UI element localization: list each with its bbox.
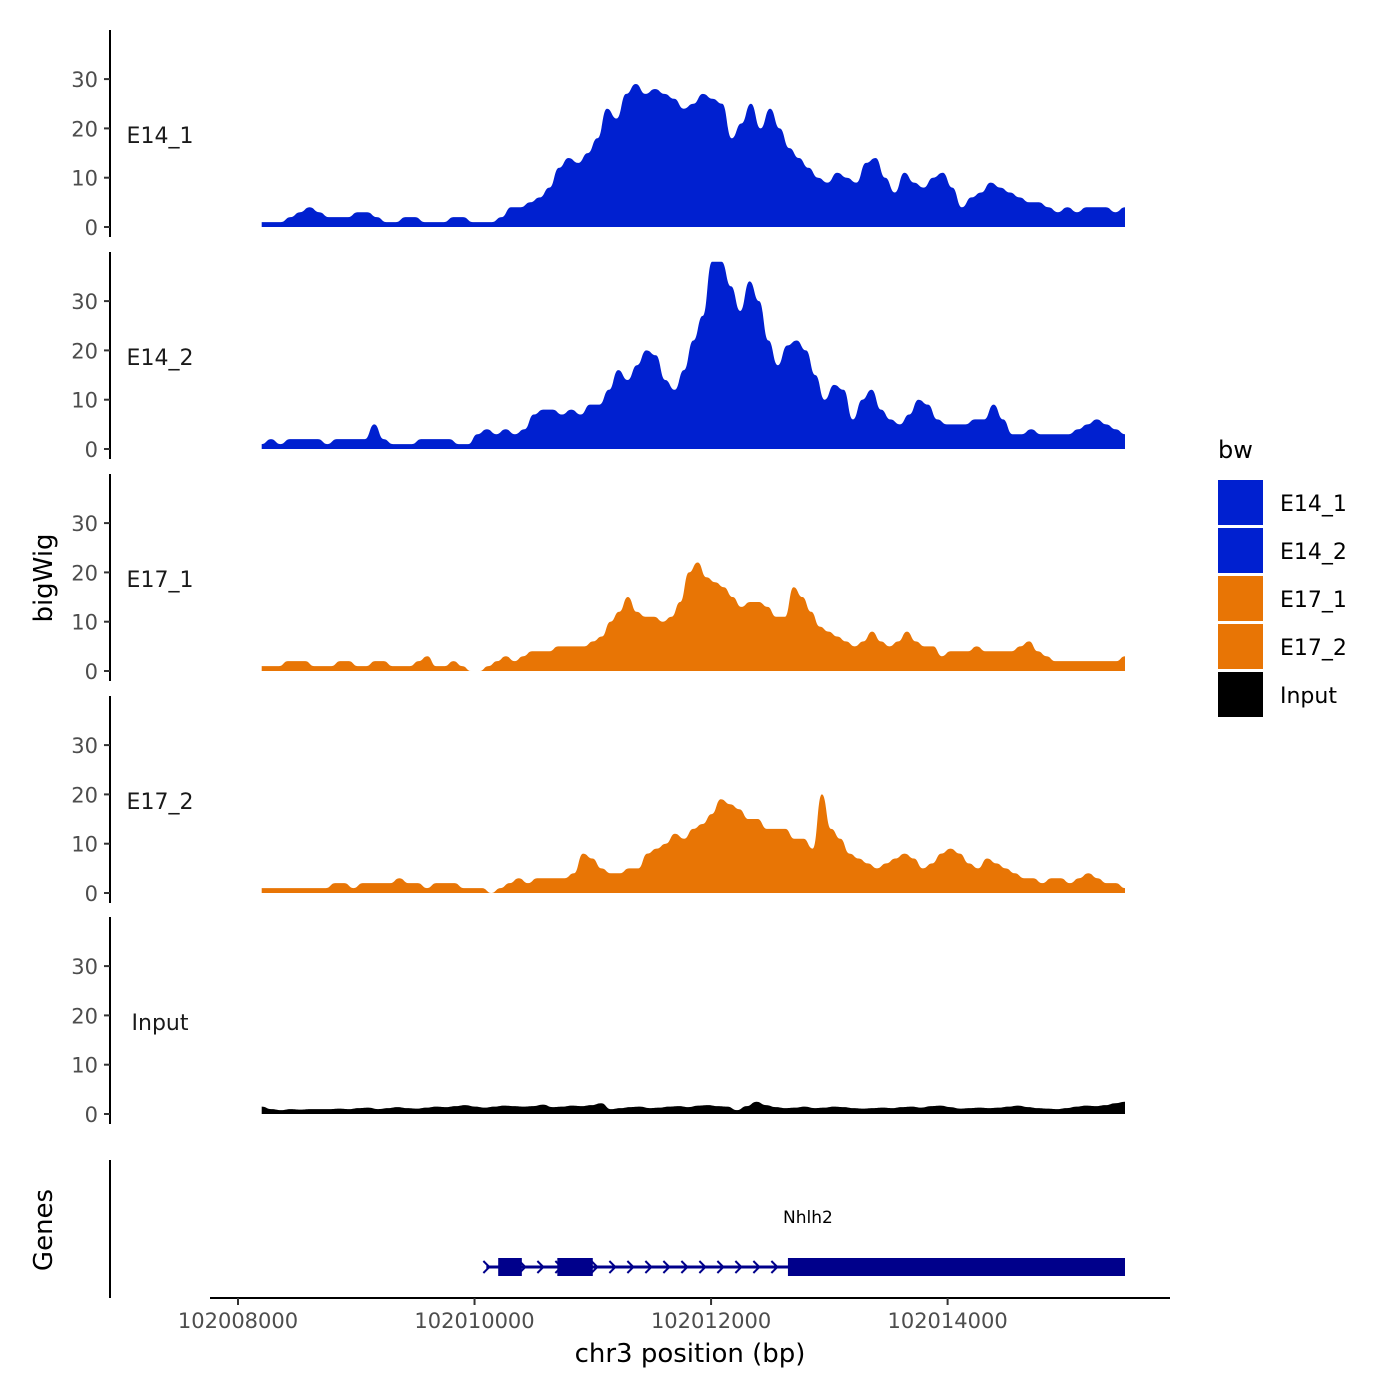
y-tick-label-E17_1-30: 30 xyxy=(71,512,98,536)
legend-label-E17_2: E17_2 xyxy=(1280,636,1347,661)
x-tick-label-102012000: 102012000 xyxy=(651,1309,771,1333)
legend: bw E14_1 E14_2 E17_1 E17_2 Input xyxy=(1218,436,1347,717)
track-E17_1: 0 10 20 30 E17_1 xyxy=(71,474,1125,684)
y-tick-label-E14_2-30: 30 xyxy=(71,290,98,314)
exon-3 xyxy=(787,1258,1125,1276)
y-tick-label-E17_2-10: 10 xyxy=(71,833,98,857)
strand-chevron xyxy=(734,1260,743,1274)
track-E14_1: 0 10 20 30 E14_1 xyxy=(71,30,1125,240)
legend-swatch-E14_1 xyxy=(1218,480,1263,525)
strand-chevron xyxy=(770,1260,779,1274)
strand-chevron xyxy=(698,1260,707,1274)
track-E14_2: 0 10 20 30 E14_2 xyxy=(71,252,1125,462)
legend-swatch-E17_2 xyxy=(1218,624,1263,669)
y-tick-label-E14_1-20: 20 xyxy=(71,117,98,141)
area-E17_1 xyxy=(261,562,1125,671)
area-Input xyxy=(261,1101,1125,1114)
strand-chevron xyxy=(752,1260,761,1274)
legend-swatch-E17_1 xyxy=(1218,576,1263,621)
legend-label-Input: Input xyxy=(1280,684,1337,709)
y-tick-label-E14_2-10: 10 xyxy=(71,389,98,413)
strand-chevron xyxy=(716,1260,725,1274)
y-tick-label-Input-10: 10 xyxy=(71,1054,98,1078)
legend-label-E14_1: E14_1 xyxy=(1280,492,1347,517)
genes-panel: Nhlh2 xyxy=(109,1160,1125,1298)
coverage-tracks: 0 10 20 30 E14_1 0 10 20 30 E14_2 0 10 20 30 E17_1 0 10 2… xyxy=(71,30,1125,1127)
track-label-Input: Input xyxy=(132,1011,189,1036)
legend-label-E14_2: E14_2 xyxy=(1280,540,1347,565)
area-E17_2 xyxy=(261,794,1125,893)
strand-chevron xyxy=(482,1260,491,1274)
y-tick-label-E17_1-10: 10 xyxy=(71,611,98,635)
strand-chevron xyxy=(536,1260,545,1274)
y-tick-label-E14_2-0: 0 xyxy=(85,438,98,462)
legend-swatch-E14_2 xyxy=(1218,528,1263,573)
area-E14_1 xyxy=(261,84,1125,227)
area-E14_2 xyxy=(261,261,1125,449)
strand-chevron xyxy=(680,1260,689,1274)
track-label-E17_2: E17_2 xyxy=(127,790,194,815)
legend-title: bw xyxy=(1218,436,1253,464)
gene-name-label: Nhlh2 xyxy=(783,1208,833,1228)
track-label-E17_1: E17_1 xyxy=(127,568,194,593)
y-axis-title: bigWig xyxy=(29,533,59,622)
legend-label-E17_1: E17_1 xyxy=(1280,588,1347,613)
strand-chevron xyxy=(626,1260,635,1274)
track-E17_2: 0 10 20 30 E17_2 xyxy=(71,696,1125,906)
y-tick-label-E14_1-0: 0 xyxy=(85,216,98,240)
y-tick-label-Input-0: 0 xyxy=(85,1103,98,1127)
y-tick-label-E14_1-10: 10 xyxy=(71,167,98,191)
y-tick-label-Input-20: 20 xyxy=(71,1004,98,1028)
exon-1 xyxy=(498,1258,522,1276)
track-Input: 0 10 20 30 Input xyxy=(71,917,1125,1127)
x-axis: 102008000 102010000 102012000 102014000 xyxy=(178,1297,1170,1333)
y-tick-label-E17_1-0: 0 xyxy=(85,660,98,684)
strand-chevron xyxy=(644,1260,653,1274)
track-label-E14_2: E14_2 xyxy=(127,346,194,371)
strand-chevron xyxy=(590,1260,599,1274)
y-tick-label-E17_2-30: 30 xyxy=(71,734,98,758)
x-tick-label-102008000: 102008000 xyxy=(178,1309,298,1333)
y-tick-label-E17_2-0: 0 xyxy=(85,882,98,906)
x-tick-label-102010000: 102010000 xyxy=(414,1309,534,1333)
exon-2 xyxy=(557,1258,593,1276)
genes-axis-title: Genes xyxy=(29,1189,59,1271)
y-tick-label-E17_2-20: 20 xyxy=(71,783,98,807)
strand-chevron xyxy=(662,1260,671,1274)
y-tick-label-E14_1-30: 30 xyxy=(71,68,98,92)
x-axis-title: chr3 position (bp) xyxy=(575,1339,806,1369)
legend-swatch-Input xyxy=(1218,672,1263,717)
y-tick-label-Input-30: 30 xyxy=(71,955,98,979)
strand-chevron xyxy=(608,1260,617,1274)
x-tick-label-102014000: 102014000 xyxy=(887,1309,1007,1333)
y-tick-label-E14_2-20: 20 xyxy=(71,339,98,363)
track-label-E14_1: E14_1 xyxy=(127,124,194,149)
y-tick-label-E17_1-20: 20 xyxy=(71,561,98,585)
